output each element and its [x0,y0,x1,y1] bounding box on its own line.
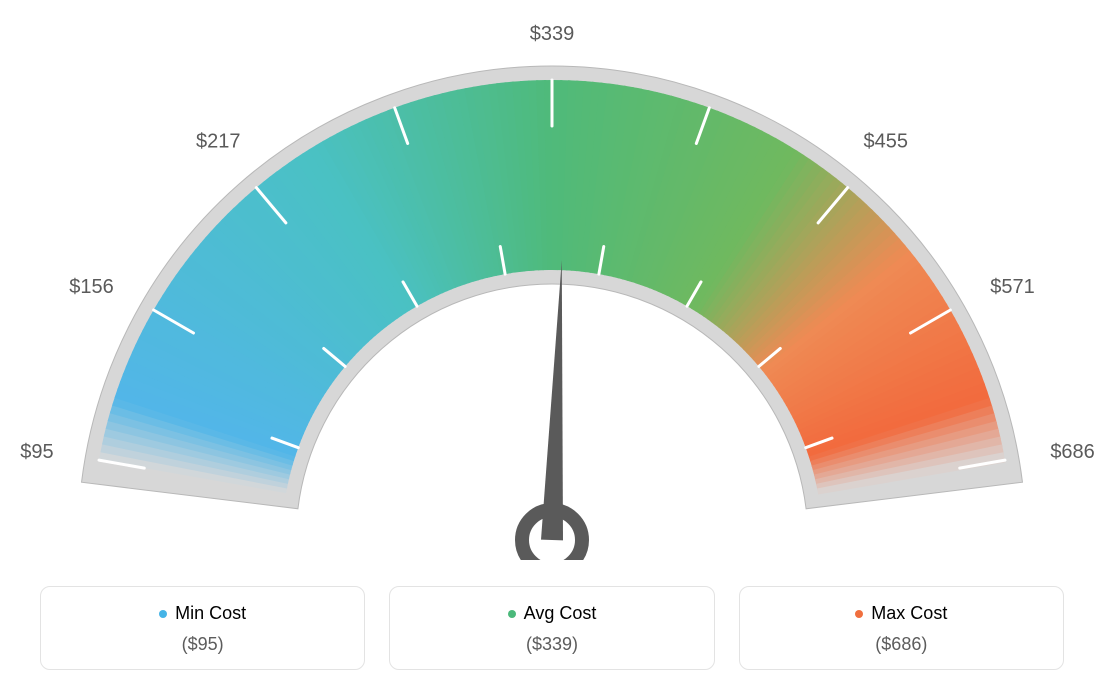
svg-text:$339: $339 [530,23,575,45]
legend-value-min: ($95) [51,634,354,655]
legend-title-min: Min Cost [159,603,246,624]
legend-title-max: Max Cost [855,603,947,624]
legend-card-max: Max Cost ($686) [739,586,1064,670]
legend-card-avg: Avg Cost ($339) [389,586,714,670]
legend-dot-min [159,610,167,618]
svg-text:$686: $686 [1050,441,1095,463]
legend-value-max: ($686) [750,634,1053,655]
svg-text:$571: $571 [990,276,1035,298]
legend-row: Min Cost ($95) Avg Cost ($339) Max Cost … [40,586,1064,670]
legend-label-min: Min Cost [175,603,246,624]
legend-value-avg: ($339) [400,634,703,655]
legend-dot-max [855,610,863,618]
legend-label-avg: Avg Cost [524,603,597,624]
gauge-svg: $95 $156 $217 $339 $455 $571 $686 [0,0,1104,560]
svg-text:$156: $156 [69,276,114,298]
svg-text:$455: $455 [864,130,909,152]
legend-label-max: Max Cost [871,603,947,624]
gauge-area: $95 $156 $217 $339 $455 $571 $686 [0,0,1104,560]
legend-card-min: Min Cost ($95) [40,586,365,670]
svg-text:$95: $95 [20,441,53,463]
cost-gauge-chart: $95 $156 $217 $339 $455 $571 $686 Min Cost ($9… [0,0,1104,690]
legend-dot-avg [508,610,516,618]
svg-text:$217: $217 [196,130,241,152]
legend-title-avg: Avg Cost [508,603,597,624]
